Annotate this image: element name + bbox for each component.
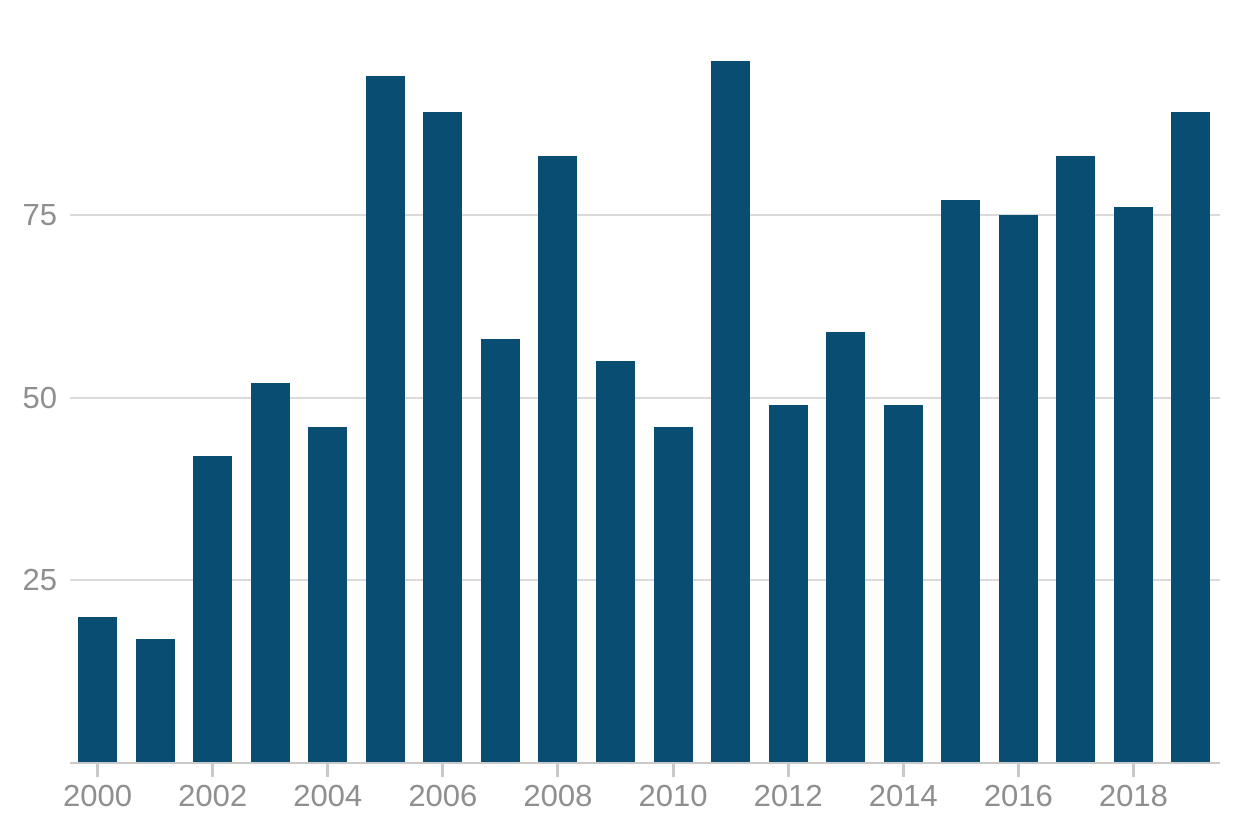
bar-2017 bbox=[1056, 156, 1096, 763]
x-axis-tick bbox=[901, 764, 905, 777]
x-axis-tick-label: 2006 bbox=[408, 778, 478, 813]
x-axis-tick bbox=[671, 764, 675, 777]
x-axis-tick bbox=[786, 764, 790, 777]
x-axis-tick-label: 2014 bbox=[868, 778, 938, 813]
gridline bbox=[70, 579, 1220, 582]
x-axis-tick-label: 2010 bbox=[638, 778, 708, 813]
x-axis-tick bbox=[1131, 764, 1135, 777]
y-axis-tick-label: 75 bbox=[22, 196, 57, 232]
y-axis-tick-label: 50 bbox=[22, 379, 57, 415]
x-axis-tick-label: 2000 bbox=[63, 778, 132, 813]
bar-2000 bbox=[78, 616, 117, 763]
bar-2005 bbox=[365, 75, 405, 763]
x-axis-tick bbox=[211, 764, 215, 777]
bar-2006 bbox=[423, 112, 463, 763]
bar-2009 bbox=[595, 360, 635, 763]
bar-2013 bbox=[826, 331, 866, 763]
bar-2019 bbox=[1171, 112, 1211, 763]
x-axis-tick-label: 2004 bbox=[293, 778, 363, 813]
x-axis-tick bbox=[1016, 764, 1020, 777]
bar-2015 bbox=[941, 200, 981, 763]
bar-2016 bbox=[998, 214, 1038, 763]
bar-2018 bbox=[1113, 207, 1153, 763]
bar-2007 bbox=[480, 339, 520, 763]
bar-2003 bbox=[250, 382, 290, 763]
bar-2002 bbox=[193, 455, 233, 763]
x-axis-tick bbox=[441, 764, 445, 777]
bar-2010 bbox=[653, 426, 693, 763]
bar-2012 bbox=[768, 404, 808, 763]
x-axis-tick bbox=[556, 764, 560, 777]
x-axis-tick bbox=[96, 764, 99, 777]
x-axis-tick-label: 2012 bbox=[753, 778, 823, 813]
x-axis-tick-label: 2002 bbox=[178, 778, 248, 813]
gridline bbox=[70, 213, 1220, 216]
bar-2014 bbox=[883, 404, 923, 763]
x-axis-tick bbox=[326, 764, 330, 777]
bar-2011 bbox=[711, 61, 751, 763]
x-axis-tick-label: 2016 bbox=[983, 778, 1053, 813]
x-axis-tick-label: 2008 bbox=[523, 778, 593, 813]
x-axis-line bbox=[70, 762, 1220, 764]
bar-2008 bbox=[538, 156, 578, 763]
gridline bbox=[70, 396, 1220, 399]
bar-2004 bbox=[308, 426, 348, 763]
y-axis-tick-label: 25 bbox=[22, 562, 57, 598]
bar-2001 bbox=[135, 638, 175, 763]
x-axis-tick-label: 2018 bbox=[1098, 778, 1168, 813]
